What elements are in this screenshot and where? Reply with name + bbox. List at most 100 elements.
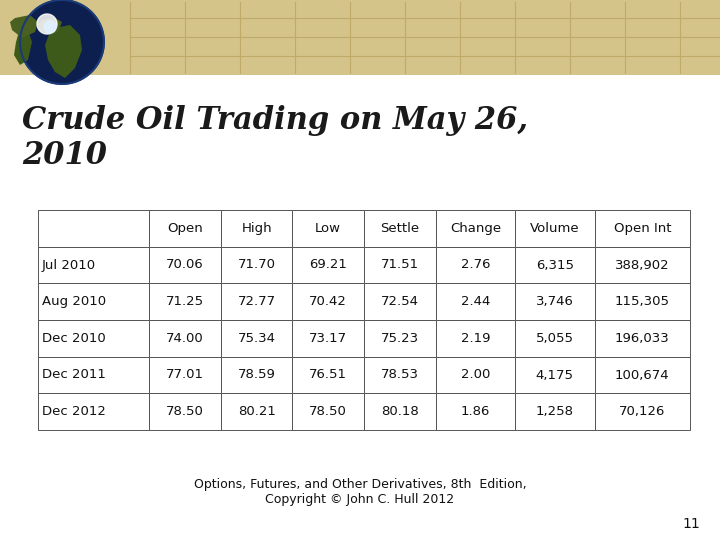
Text: 70,126: 70,126 [619, 405, 665, 418]
Bar [364, 320, 436, 356]
Text: 3,746: 3,746 [536, 295, 574, 308]
Text: 70.42: 70.42 [310, 295, 347, 308]
Bar [38, 393, 149, 430]
Text: Settle: Settle [380, 222, 419, 235]
Text: Jul 2010: Jul 2010 [42, 259, 96, 272]
Text: 72.54: 72.54 [381, 295, 419, 308]
Text: Dec 2010: Dec 2010 [42, 332, 106, 345]
Text: 78.50: 78.50 [166, 405, 204, 418]
Circle shape [44, 21, 56, 33]
Circle shape [37, 14, 57, 34]
Text: Dec 2012: Dec 2012 [42, 405, 106, 418]
Text: 2.00: 2.00 [461, 368, 490, 381]
Bar [436, 320, 515, 356]
Circle shape [20, 0, 104, 84]
Bar [595, 320, 690, 356]
Bar [38, 284, 149, 320]
Text: 2.76: 2.76 [461, 259, 490, 272]
Bar [38, 320, 149, 356]
Bar [292, 393, 364, 430]
Text: 78.59: 78.59 [238, 368, 276, 381]
Bar [149, 356, 221, 393]
Text: 75.23: 75.23 [381, 332, 419, 345]
Bar [436, 356, 515, 393]
Polygon shape [38, 18, 62, 35]
Bar [595, 210, 690, 247]
Text: 388,902: 388,902 [615, 259, 670, 272]
Bar [364, 284, 436, 320]
Text: 2010: 2010 [22, 140, 107, 171]
Bar [595, 356, 690, 393]
Text: Open: Open [167, 222, 203, 235]
Bar [515, 356, 595, 393]
Bar [149, 284, 221, 320]
Text: 70.06: 70.06 [166, 259, 204, 272]
Text: 1,258: 1,258 [536, 405, 574, 418]
Bar [292, 210, 364, 247]
Text: 5,055: 5,055 [536, 332, 574, 345]
Text: 71.51: 71.51 [381, 259, 419, 272]
Text: Aug 2010: Aug 2010 [42, 295, 106, 308]
Bar [364, 356, 436, 393]
Bar [436, 284, 515, 320]
Polygon shape [10, 15, 38, 38]
Bar [221, 284, 292, 320]
Bar [221, 320, 292, 356]
Text: 72.77: 72.77 [238, 295, 276, 308]
Text: 71.25: 71.25 [166, 295, 204, 308]
Bar [436, 210, 515, 247]
Text: 100,674: 100,674 [615, 368, 670, 381]
Text: 196,033: 196,033 [615, 332, 670, 345]
Text: 11: 11 [683, 517, 700, 531]
Text: 4,175: 4,175 [536, 368, 574, 381]
Bar [149, 393, 221, 430]
Text: 78.53: 78.53 [381, 368, 419, 381]
Text: 69.21: 69.21 [310, 259, 347, 272]
Text: 2.19: 2.19 [461, 332, 490, 345]
Text: 77.01: 77.01 [166, 368, 204, 381]
Bar [38, 210, 149, 247]
Bar [436, 393, 515, 430]
Bar [515, 210, 595, 247]
Text: High: High [241, 222, 272, 235]
Bar [38, 356, 149, 393]
Bar [0, 0, 720, 75]
Text: 6,315: 6,315 [536, 259, 574, 272]
Bar [436, 247, 515, 284]
Text: Low: Low [315, 222, 341, 235]
Text: 80.21: 80.21 [238, 405, 276, 418]
Bar [292, 247, 364, 284]
Bar [221, 356, 292, 393]
Text: 80.18: 80.18 [381, 405, 418, 418]
Text: 75.34: 75.34 [238, 332, 276, 345]
Text: Options, Futures, and Other Derivatives, 8th  Edition,
Copyright © John C. Hull : Options, Futures, and Other Derivatives,… [194, 478, 526, 506]
Text: Volume: Volume [530, 222, 580, 235]
Bar [595, 393, 690, 430]
Bar [515, 320, 595, 356]
Text: 2.44: 2.44 [461, 295, 490, 308]
Text: Dec 2011: Dec 2011 [42, 368, 106, 381]
Bar [221, 210, 292, 247]
Text: 74.00: 74.00 [166, 332, 204, 345]
Bar [292, 320, 364, 356]
Polygon shape [14, 30, 32, 65]
Text: Crude Oil Trading on May 26,: Crude Oil Trading on May 26, [22, 105, 528, 136]
Bar [149, 320, 221, 356]
Bar [595, 284, 690, 320]
Bar [221, 393, 292, 430]
Bar [149, 247, 221, 284]
Bar [221, 247, 292, 284]
Bar [595, 247, 690, 284]
Text: 71.70: 71.70 [238, 259, 276, 272]
Bar [364, 247, 436, 284]
Text: 76.51: 76.51 [309, 368, 347, 381]
Text: 73.17: 73.17 [309, 332, 347, 345]
Bar [515, 284, 595, 320]
Bar [38, 247, 149, 284]
Text: 115,305: 115,305 [615, 295, 670, 308]
Text: 78.50: 78.50 [310, 405, 347, 418]
Bar [149, 210, 221, 247]
Text: 1.86: 1.86 [461, 405, 490, 418]
Bar [515, 247, 595, 284]
Bar [292, 356, 364, 393]
